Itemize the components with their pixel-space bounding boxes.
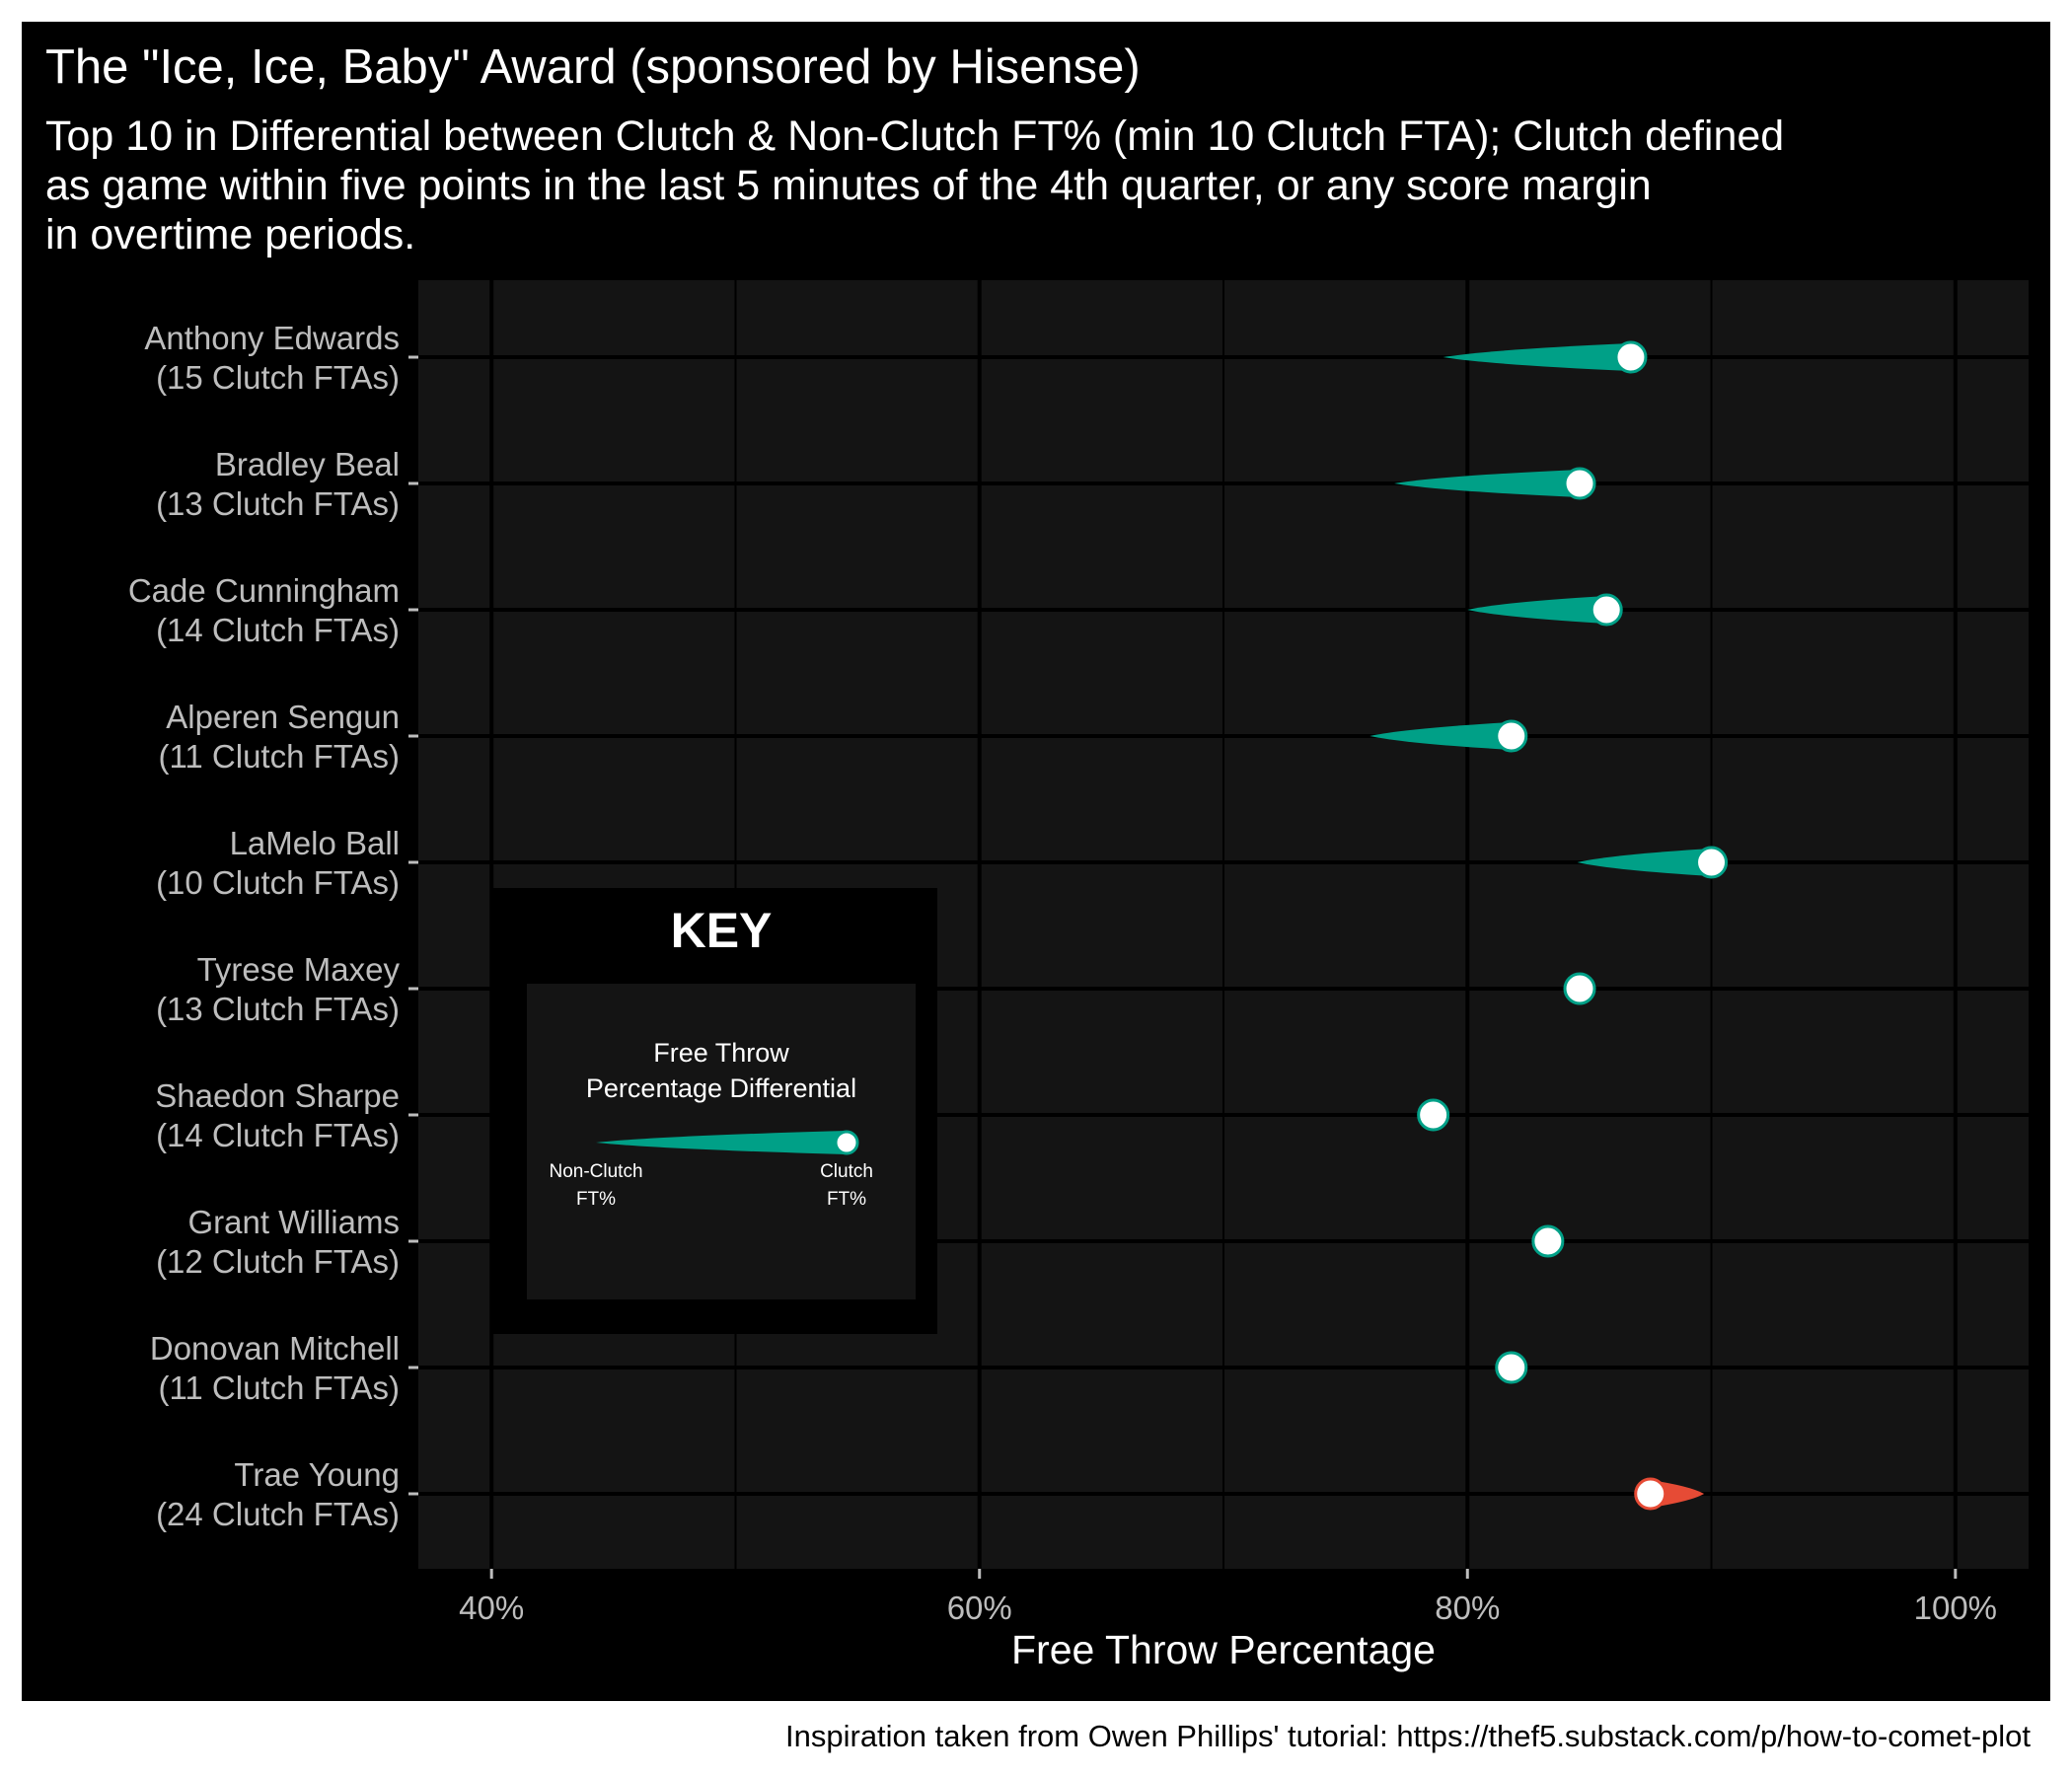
- comet-head: [1634, 1477, 1667, 1511]
- chart-subtitle-line-3: in overtime periods.: [45, 211, 415, 259]
- y-axis-label-player: Cade Cunningham: [128, 572, 400, 609]
- comet-head: [1417, 1098, 1450, 1132]
- key-title: KEY: [671, 903, 773, 958]
- comet-tail: [1467, 596, 1607, 624]
- y-axis-label-clutch-fta: (15 Clutch FTAs): [156, 359, 400, 396]
- y-axis-label-clutch-fta: (11 Clutch FTAs): [159, 1369, 401, 1406]
- comet-head: [1590, 593, 1623, 627]
- chart-subtitle-line-2: as game within five points in the last 5…: [45, 162, 1652, 209]
- y-axis-label-clutch-fta: (12 Clutch FTAs): [156, 1243, 400, 1280]
- x-axis-tick-label: 100%: [1914, 1590, 1997, 1626]
- chart-subtitle-line-1: Top 10 in Differential between Clutch & …: [45, 112, 1784, 160]
- grid-lines: [418, 280, 2029, 1569]
- x-axis-ticks: 40% 60% 80% 100%: [459, 1569, 1997, 1626]
- y-axis-label-player: Donovan Mitchell: [150, 1330, 400, 1367]
- y-axis-label-clutch-fta: (13 Clutch FTAs): [156, 991, 400, 1027]
- comet-tail: [1443, 343, 1631, 371]
- y-axis-label-player: Bradley Beal: [215, 446, 400, 482]
- comet-tail: [1394, 470, 1581, 497]
- key-comet-head: [834, 1130, 859, 1155]
- comet-head: [1563, 972, 1596, 1005]
- y-axis-label-player: Grant Williams: [187, 1204, 400, 1240]
- key-clutch-label-line-1: Clutch: [820, 1161, 873, 1182]
- comet-tail: [1369, 722, 1512, 750]
- y-axis-label-clutch-fta: (13 Clutch FTAs): [156, 485, 400, 522]
- y-axis-labels: Anthony Edwards(15 Clutch FTAs) Bradley B…: [128, 320, 418, 1532]
- key-non-clutch-label-line-2: FT%: [576, 1189, 616, 1210]
- chart-caption: Inspiration taken from Owen Phillips' tu…: [785, 1719, 2031, 1753]
- key-legend-title-line-1: Free Throw: [653, 1038, 789, 1068]
- x-axis-tick-label: 80%: [1435, 1590, 1500, 1626]
- comets: [1369, 340, 1729, 1511]
- comet-head: [1495, 1351, 1528, 1384]
- y-axis-label-player: LaMelo Ball: [230, 825, 400, 861]
- x-axis-tick-label: 40%: [459, 1590, 524, 1626]
- key-comet-tail: [596, 1131, 847, 1154]
- key-clutch-label-line-2: FT%: [827, 1189, 866, 1210]
- x-axis-tick-label: 60%: [947, 1590, 1012, 1626]
- y-axis-label-player: Trae Young: [234, 1456, 400, 1493]
- comet-tail: [1577, 849, 1712, 876]
- y-axis-label-player: Tyrese Maxey: [197, 951, 401, 988]
- comet-head: [1695, 846, 1729, 879]
- chart-title: The "Ice, Ice, Baby" Award (sponsored by…: [45, 40, 1141, 94]
- y-axis-label-clutch-fta: (24 Clutch FTAs): [156, 1496, 400, 1532]
- key-legend-title-line-2: Percentage Differential: [586, 1073, 856, 1103]
- y-axis-label-clutch-fta: (10 Clutch FTAs): [156, 864, 400, 901]
- comet-head: [1563, 467, 1596, 500]
- y-axis-label-clutch-fta: (11 Clutch FTAs): [159, 738, 401, 775]
- y-axis-label-player: Shaedon Sharpe: [155, 1077, 400, 1114]
- comet-head: [1614, 340, 1648, 374]
- key-legend: KEY Free Throw Percentage Differential N…: [491, 888, 937, 1334]
- comet-head: [1531, 1224, 1565, 1258]
- y-axis-label-clutch-fta: (14 Clutch FTAs): [156, 1117, 400, 1153]
- y-axis-label-player: Alperen Sengun: [166, 699, 400, 735]
- x-axis-title: Free Throw Percentage: [1011, 1627, 1436, 1672]
- y-axis-label-player: Anthony Edwards: [144, 320, 400, 356]
- key-non-clutch-label-line-1: Non-Clutch: [549, 1161, 642, 1182]
- y-axis-label-clutch-fta: (14 Clutch FTAs): [156, 612, 400, 648]
- comet-head: [1495, 719, 1528, 753]
